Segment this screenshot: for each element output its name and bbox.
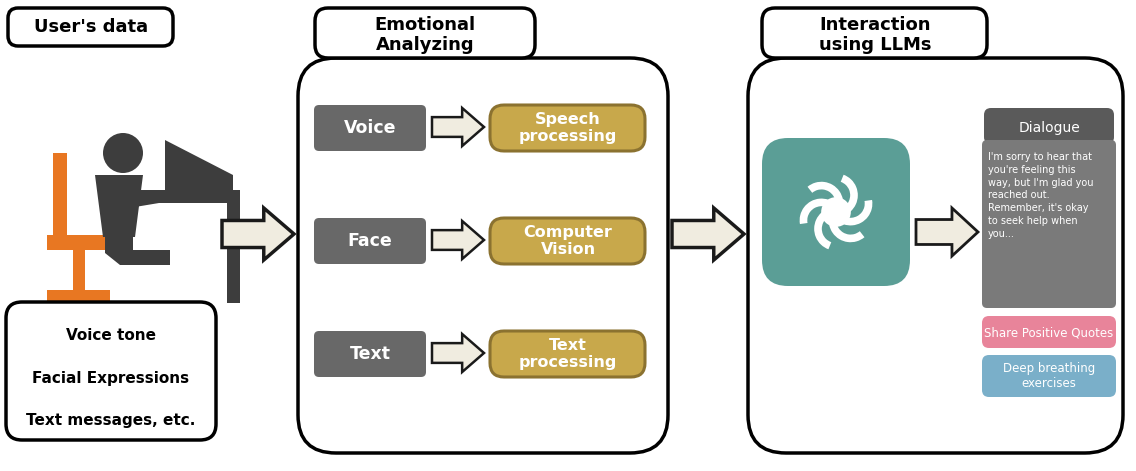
Text: Speech
processing: Speech processing [519,112,617,144]
Polygon shape [73,250,85,293]
Polygon shape [100,190,240,203]
Polygon shape [47,235,105,250]
Polygon shape [432,221,484,259]
Polygon shape [673,208,744,260]
Text: Computer
Vision: Computer Vision [524,225,612,257]
Polygon shape [165,140,233,190]
FancyBboxPatch shape [8,8,173,46]
FancyBboxPatch shape [314,331,426,377]
Polygon shape [432,108,484,146]
FancyBboxPatch shape [747,58,1124,453]
Circle shape [103,133,143,173]
FancyBboxPatch shape [314,105,426,151]
Text: Emotional
Analyzing: Emotional Analyzing [375,16,476,54]
FancyBboxPatch shape [982,140,1116,308]
Text: Face: Face [348,232,392,250]
Polygon shape [227,203,240,303]
FancyBboxPatch shape [982,316,1116,348]
FancyBboxPatch shape [982,355,1116,397]
Text: Deep breathing
exercises: Deep breathing exercises [1003,362,1095,390]
Text: Text
processing: Text processing [519,338,617,370]
Polygon shape [432,334,484,372]
Text: Voice tone: Voice tone [66,328,156,343]
Polygon shape [105,233,170,265]
FancyBboxPatch shape [490,105,645,151]
Polygon shape [135,187,195,207]
FancyBboxPatch shape [984,108,1114,144]
Text: User's data: User's data [34,18,148,36]
FancyBboxPatch shape [315,8,535,58]
Polygon shape [53,153,67,250]
Polygon shape [95,175,143,237]
Text: Facial Expressions: Facial Expressions [33,371,190,385]
FancyBboxPatch shape [298,58,668,453]
Text: Share Positive Quotes: Share Positive Quotes [985,326,1113,340]
FancyBboxPatch shape [6,302,216,440]
Text: I'm sorry to hear that
you're feeling this
way, but I'm glad you
reached out.
Re: I'm sorry to hear that you're feeling th… [988,152,1094,239]
FancyBboxPatch shape [762,138,910,286]
FancyBboxPatch shape [490,218,645,264]
Text: Interaction
using LLMs: Interaction using LLMs [819,16,932,54]
Text: Text messages, etc.: Text messages, etc. [26,413,195,428]
Text: Voice: Voice [344,119,396,137]
Polygon shape [47,290,110,303]
FancyBboxPatch shape [490,331,645,377]
FancyBboxPatch shape [314,218,426,264]
Text: Dialogue: Dialogue [1018,121,1080,135]
Polygon shape [916,208,978,256]
FancyBboxPatch shape [762,8,987,58]
Polygon shape [222,208,294,260]
Text: Text: Text [350,345,391,363]
